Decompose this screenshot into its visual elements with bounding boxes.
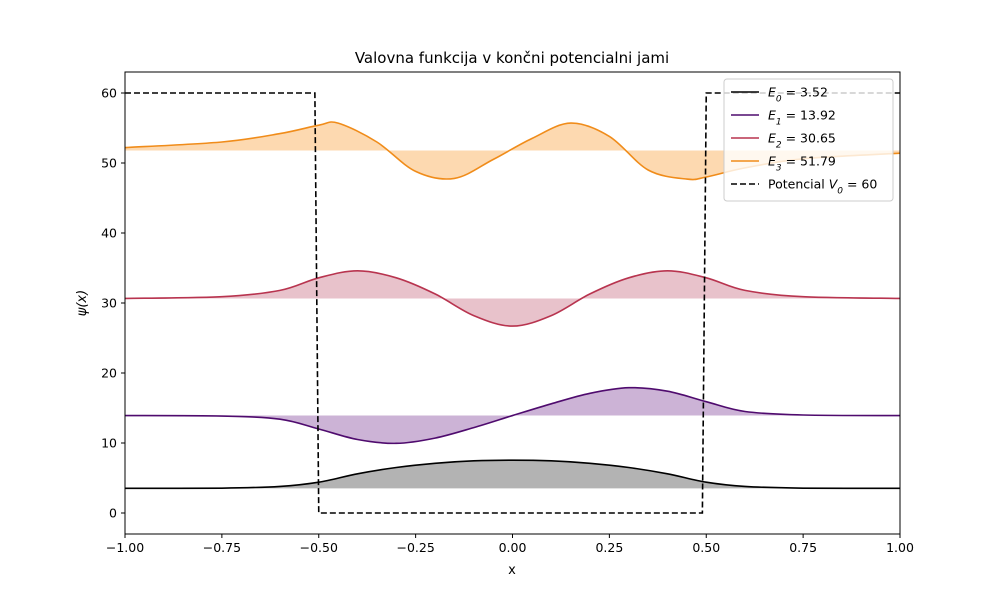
x-tick-label: −0.25 (396, 540, 434, 555)
legend-label-3: E3 = 51.79 (768, 154, 836, 174)
series-line-1 (124, 386, 901, 445)
y-axis-ticks: 0 10 20 30 40 50 60 (101, 86, 125, 521)
y-tick-label: 60 (101, 86, 117, 101)
y-tick-label: 10 (101, 436, 117, 451)
chart-title: Valovna funkcija v končni potencialni ja… (355, 49, 669, 67)
series-fill-1 (125, 387, 900, 444)
series-line-0 (124, 459, 901, 490)
x-tick-label: 0.25 (595, 540, 623, 555)
series-lines (124, 121, 901, 490)
x-tick-label: 0.75 (789, 540, 817, 555)
series-line-3 (124, 121, 901, 181)
x-tick-label: 1.00 (886, 540, 914, 555)
x-tick-label: −0.75 (203, 540, 241, 555)
y-tick-label: 30 (101, 296, 117, 311)
series-fill-2 (125, 270, 900, 327)
y-axis-label: ψ(x) (75, 290, 90, 316)
legend-label-2: E2 = 30.65 (768, 131, 836, 151)
y-tick-label: 50 (101, 156, 117, 171)
legend-label-4: Potencial V0 = 60 (768, 177, 877, 197)
y-tick-label: 0 (109, 506, 117, 521)
legend-label-0: E0 = 3.52 (768, 85, 828, 105)
series-line-2 (124, 269, 901, 327)
x-axis-label: x (508, 563, 516, 578)
x-tick-label: 0.50 (692, 540, 720, 555)
y-tick-label: 40 (101, 226, 117, 241)
series-fill-0 (125, 460, 900, 489)
x-tick-label: −1.00 (106, 540, 144, 555)
legend-label-1: E1 = 13.92 (768, 108, 836, 128)
y-tick-label: 20 (101, 366, 117, 381)
x-tick-label: −0.50 (300, 540, 338, 555)
legend-box (723, 78, 894, 202)
legend: E0 = 3.52 E1 = 13.92 E2 = 30.65 E3 = 51.79 P… (723, 78, 894, 202)
x-axis-ticks: −1.00 −0.75 −0.50 −0.25 0.00 0.25 0.50 0.75 1.00 (106, 534, 914, 555)
x-tick-label: 0.00 (499, 540, 527, 555)
